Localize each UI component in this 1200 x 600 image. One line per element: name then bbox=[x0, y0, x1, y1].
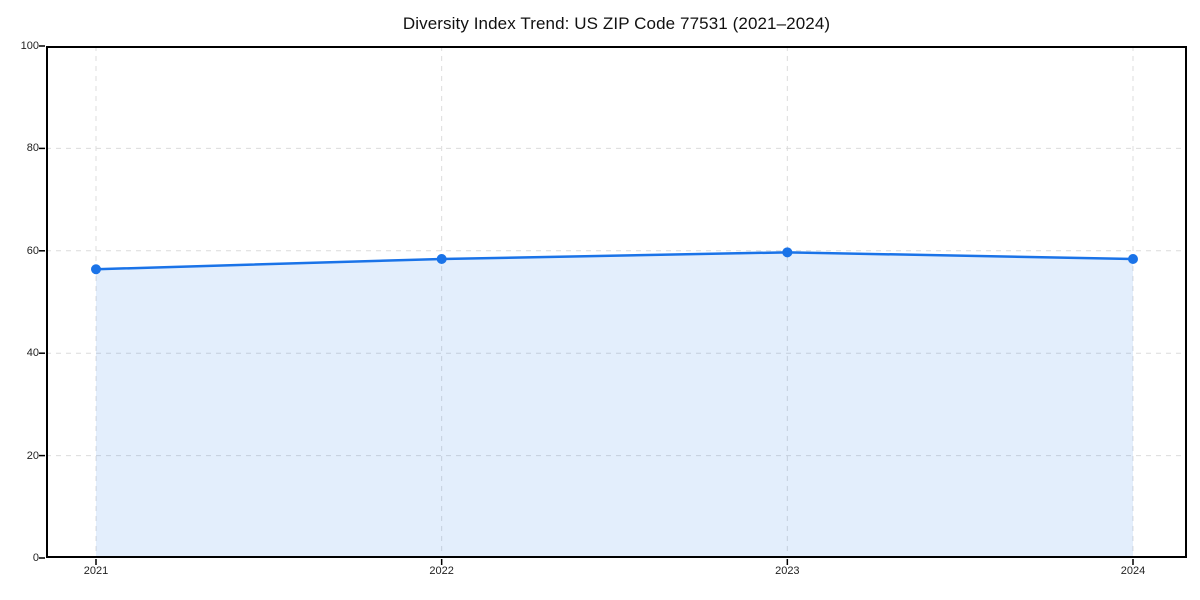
ytick-label: 40 bbox=[26, 347, 39, 360]
chart-title: Diversity Index Trend: US ZIP Code 77531… bbox=[402, 14, 831, 33]
xtick-label: 2021 bbox=[83, 565, 109, 577]
series-line bbox=[94, 251, 1135, 271]
xtick-label: 2022 bbox=[429, 565, 454, 577]
plot-area bbox=[39, 45, 1187, 565]
data-point-marker bbox=[782, 247, 793, 258]
data-point-marker bbox=[91, 264, 101, 275]
series-area-fill bbox=[96, 252, 1133, 558]
ytick-label: 60 bbox=[26, 244, 39, 257]
ytick-label: 100 bbox=[20, 40, 39, 52]
data-point-marker bbox=[436, 253, 447, 264]
xtick-label: 2024 bbox=[1120, 565, 1146, 577]
line-chart-svg bbox=[39, 45, 1187, 565]
xtick-label: 2023 bbox=[775, 565, 800, 577]
ytick-label: 20 bbox=[26, 449, 39, 462]
ytick-label: 80 bbox=[26, 142, 39, 155]
axis-frame bbox=[46, 46, 1187, 558]
ytick-label: 0 bbox=[32, 552, 39, 564]
data-point-marker bbox=[1128, 253, 1138, 264]
